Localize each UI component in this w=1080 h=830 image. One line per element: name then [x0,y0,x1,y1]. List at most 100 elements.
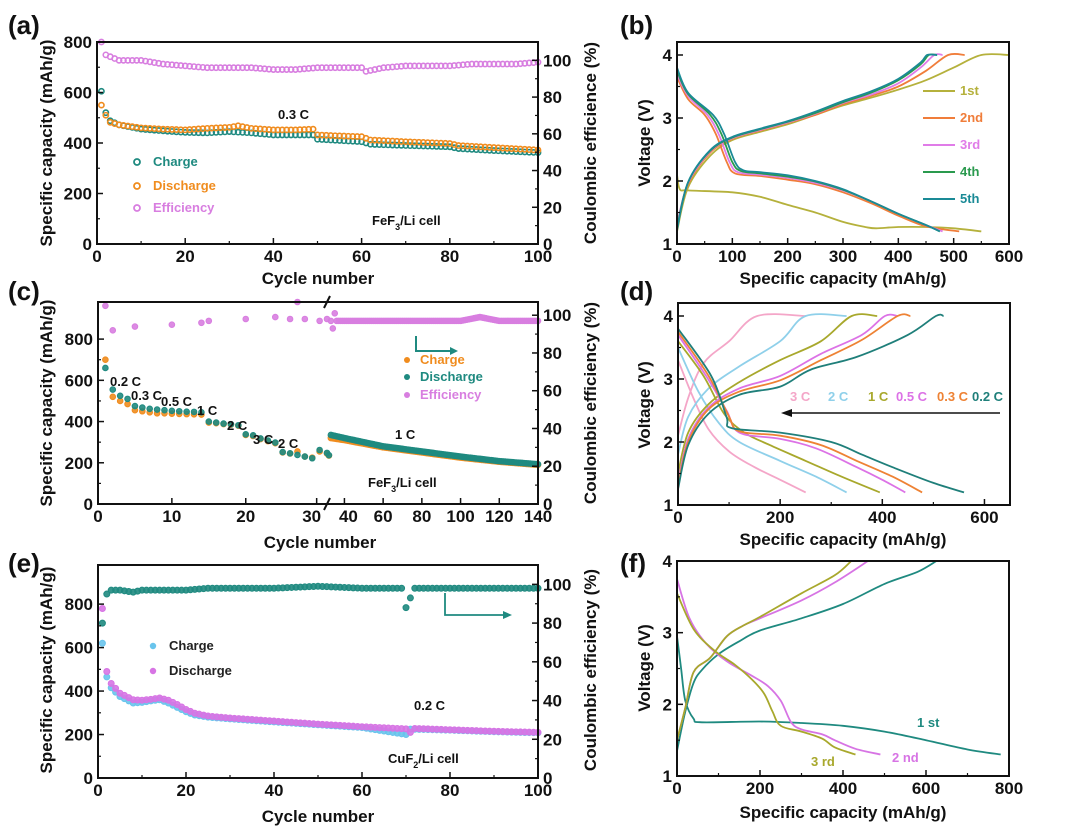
panel-c-point-discharge [264,437,272,444]
panel-c-xtick-label: 80 [412,507,431,526]
panel-f-xtick-label: 600 [912,779,940,798]
panel-b-ytick-label: 2 [663,172,672,191]
panel-c-xtick-label: 10 [162,507,181,526]
panel-d-xtick-label: 600 [970,508,998,527]
panel-d-charge-curve-2C [677,313,847,455]
panel-c-rate-chart: 0 10 20 30 40 60 80 100 120 140020040060080002040… [65,295,571,526]
panel-b-legend-label-2nd: 2nd [960,110,983,125]
panel-e-y2tick-label: 80 [543,614,562,633]
panel-c-rate-label-7: 1 C [395,427,416,442]
panel-c-rate-label-4: 2 C [227,418,248,433]
panel-e-xtick-label: 100 [524,781,552,800]
panel-a-point-efficiency [358,64,365,72]
panel-b-ylabel: Voltage (V) [635,99,654,187]
panel-c-xlabel: Cycle number [264,533,377,552]
panel-c-xtick-label: 120 [485,507,513,526]
panel-c-point-efficiency [271,313,279,321]
panel-e-point-discharge [107,679,115,687]
panel-c-point-discharge [146,405,154,413]
panel-f-curve-label-1st: 1 st [917,715,940,730]
panel-c-point-discharge [190,408,198,416]
panel-c-ylabel: Specific capacity (mAh/g) [37,300,56,507]
panel-d-xlabel: Specific capacity (mAh/g) [740,530,947,549]
panel-b-xtick-label: 500 [939,247,967,266]
panel-e-legend-marker-discharge [149,667,157,675]
panel-d-charge-curve-0.3C [677,313,911,487]
panel-d-legend-label-0.5C: 0.5 C [896,389,928,404]
panel-label-d: (d) [620,276,653,306]
panel-c-point-discharge [102,364,109,372]
panel-a-cycling-chart: 0 20 40 60 80 1000200400600800020406080100Cha… [64,33,572,266]
panel-d-ytick-label: 1 [664,496,673,515]
panel-f-curve-label-2nd: 2 nd [892,750,919,765]
panel-a-point-discharge [309,125,317,133]
panel-c-point-discharge [271,439,279,446]
panel-a-cell-label: FeF3/Li cell [372,213,441,232]
panel-d-charge-curve-0.5C [677,313,898,484]
panel-c-y2tick-label: 80 [543,344,562,363]
panel-e-ytick-label: 0 [84,769,93,788]
panel-d-legend-label-1C: 1 C [868,389,889,404]
panel-c-rate-label-0: 0.2 C [110,374,142,389]
panel-d-xtick-label: 200 [766,508,794,527]
panel-c-legend-label-efficiency: Efficiency [420,387,482,402]
panel-e-point-discharge [112,684,120,692]
panel-d-charge-curve-1C [677,313,878,474]
panel-c-point-charge [102,356,109,364]
panel-a-point-charge [102,109,110,117]
panel-d-xtick-label: 400 [868,508,896,527]
panel-c-point-efficiency [286,315,294,323]
panel-c-point-charge [109,393,117,401]
panel-a-legend-marker-charge [133,158,141,166]
panel-b-xtick-label: 400 [884,247,912,266]
panel-a-ytick-label: 200 [64,185,92,204]
panel-c-point-efficiency [198,319,205,327]
panel-c-point-efficiency [316,317,323,325]
panel-c-point-discharge [316,446,323,454]
panel-e-axis-arrow [444,593,505,616]
panel-c-ytick-label: 400 [65,413,93,432]
panel-c-y2label: Coulombic efficiency (%) [581,302,600,504]
panel-b-xtick-label: 100 [718,247,746,266]
panel-c-legend-label-discharge: Discharge [420,369,483,384]
panel-e-legend-marker-charge [149,642,157,650]
panel-e-ylabel: Specific capacity (mAh/g) [37,567,56,774]
panel-e-frame [97,564,539,779]
panel-b-ytick-label: 1 [663,235,672,254]
panel-c-y2tick-label: 100 [543,306,571,325]
panel-a-rate-label: 0.3 C [278,107,310,122]
panel-f-xtick-label: 400 [829,779,857,798]
panel-c-y2tick-label: 60 [543,382,562,401]
panel-c-point-discharge [131,402,139,410]
panel-d-ytick-label: 4 [664,307,674,326]
panel-c-point-discharge [212,419,220,426]
panel-d-ylabel: Voltage (V) [635,361,654,449]
panel-d-ytick-label: 3 [664,370,673,389]
panel-b-legend-label-4th: 4th [960,164,980,179]
panel-f-ylabel: Voltage (V) [635,624,654,712]
panel-b-xtick-label: 300 [829,247,857,266]
panel-d-xtick-label: 0 [673,508,682,527]
panel-a-xtick-label: 0 [92,247,101,266]
panel-f-ytick-label: 1 [663,767,672,786]
panel-c-xtick-label: 100 [446,507,474,526]
panel-d-ytick-label: 2 [664,433,673,452]
panel-c-y2tick-label: 20 [543,457,562,476]
panel-c-point-discharge [183,408,190,415]
panel-c-point-discharge [153,406,161,413]
panel-c-y2tick-label: 40 [543,419,562,438]
panel-a-legend-marker-efficiency [133,204,141,212]
panel-a-y2tick-label: 100 [543,51,571,70]
panel-c-point-efficiency [168,321,176,328]
panel-b-voltage-profile-chart: 0 100 200 300 400 500 600 1 2 3 4 1st 2nd 3rd 4th 5th [663,41,1023,266]
panel-c-point-discharge [242,431,250,438]
panel-f-xtick-label: 200 [746,779,774,798]
panel-e-ytick-label: 400 [65,682,93,701]
panel-c-point-efficiency [327,317,335,325]
panel-a-legend-label-efficiency: Efficiency [153,200,215,215]
panel-c-point-discharge [109,386,117,393]
panel-b-xtick-label: 200 [773,247,801,266]
panel-c-ytick-label: 200 [65,454,93,473]
panel-a-y2tick-label: 60 [543,125,562,144]
panel-e-xtick-label: 0 [93,781,102,800]
